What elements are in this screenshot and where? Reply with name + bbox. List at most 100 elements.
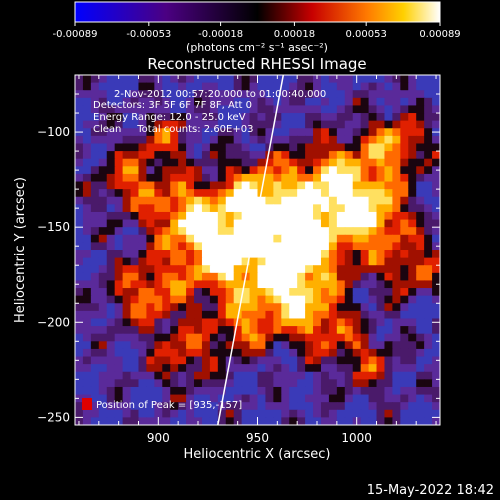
heatmap-cell bbox=[194, 250, 203, 259]
heatmap-cell bbox=[320, 356, 330, 365]
heatmap-cell bbox=[328, 97, 338, 107]
heatmap-cell bbox=[82, 364, 92, 373]
heatmap-cell bbox=[432, 265, 440, 274]
heatmap-cell bbox=[217, 158, 227, 167]
heatmap-cell bbox=[194, 204, 203, 213]
heatmap-cell bbox=[217, 143, 227, 152]
heatmap-cell bbox=[106, 166, 116, 175]
footer-date: 15-May-2022 18:42 bbox=[367, 483, 494, 498]
heatmap-cell bbox=[106, 333, 116, 342]
heatmap-cell bbox=[432, 402, 440, 411]
heatmap-cell bbox=[328, 242, 338, 251]
heatmap-cell bbox=[146, 211, 155, 221]
heatmap-cell bbox=[281, 97, 290, 107]
heatmap-cell bbox=[320, 250, 330, 259]
heatmap-cell bbox=[408, 303, 417, 312]
heatmap-cell bbox=[154, 371, 163, 380]
heatmap-cell bbox=[90, 303, 100, 312]
heatmap-cell bbox=[249, 409, 259, 418]
heatmap-cell bbox=[273, 181, 282, 190]
heatmap-cell bbox=[138, 143, 148, 152]
heatmap-cell bbox=[154, 105, 163, 114]
heatmap-cell bbox=[162, 326, 171, 335]
heatmap-cell bbox=[194, 219, 203, 228]
heatmap-cell bbox=[392, 204, 401, 213]
heatmap-cell bbox=[424, 326, 433, 335]
heatmap-cell bbox=[432, 310, 440, 320]
heatmap-cell bbox=[194, 166, 203, 175]
heatmap-cell bbox=[289, 151, 298, 160]
heatmap-cell bbox=[408, 295, 417, 304]
heatmap-cell bbox=[90, 348, 100, 358]
heatmap-cell bbox=[178, 417, 187, 425]
heatmap-cell bbox=[98, 265, 108, 274]
heatmap-cell bbox=[114, 75, 124, 84]
heatmap-cell bbox=[225, 265, 235, 274]
heatmap-cell bbox=[400, 173, 409, 183]
heatmap-cell bbox=[178, 409, 187, 418]
heatmap-cell bbox=[360, 394, 370, 403]
heatmap-cell bbox=[186, 295, 195, 304]
heatmap-cell bbox=[178, 143, 187, 152]
heatmap-cell bbox=[178, 128, 187, 137]
heatmap-cell bbox=[98, 128, 108, 137]
heatmap-cell bbox=[392, 151, 401, 160]
heatmap-cell bbox=[265, 75, 274, 84]
heatmap-cell bbox=[400, 250, 409, 259]
heatmap-cell bbox=[344, 288, 354, 297]
heatmap-cell bbox=[344, 189, 354, 198]
heatmap-cell bbox=[146, 394, 155, 403]
heatmap-cell bbox=[400, 151, 409, 160]
heatmap-cell bbox=[194, 272, 203, 282]
heatmap-cell bbox=[249, 265, 259, 274]
heatmap-cell bbox=[313, 151, 322, 160]
heatmap-cell bbox=[424, 386, 433, 396]
heatmap-cell bbox=[162, 356, 171, 365]
heatmap-cell bbox=[297, 128, 306, 137]
heatmap-cell bbox=[122, 227, 132, 236]
heatmap-cell bbox=[265, 196, 274, 205]
heatmap-cell bbox=[313, 219, 322, 228]
heatmap-cell bbox=[82, 135, 92, 145]
chart-title: Reconstructed RHESSI Image bbox=[147, 55, 366, 73]
heatmap-cell bbox=[130, 242, 140, 251]
heatmap-cell bbox=[297, 196, 306, 205]
heatmap-cell bbox=[178, 181, 187, 190]
heatmap-cell bbox=[281, 402, 290, 411]
heatmap-cell bbox=[400, 318, 409, 327]
heatmap-cell bbox=[154, 318, 163, 327]
heatmap-cell bbox=[416, 303, 425, 312]
heatmap-cell bbox=[122, 234, 132, 243]
heatmap-cell bbox=[336, 181, 346, 190]
heatmap-cell bbox=[162, 318, 171, 327]
heatmap-cell bbox=[320, 265, 330, 274]
heatmap-cell bbox=[257, 303, 267, 312]
heatmap-cell bbox=[146, 341, 155, 350]
heatmap-cell bbox=[178, 280, 187, 289]
heatmap-cell bbox=[273, 333, 282, 342]
heatmap-cell bbox=[265, 211, 274, 221]
heatmap-cell bbox=[265, 303, 274, 312]
heatmap-cell bbox=[138, 364, 148, 373]
heatmap-cell bbox=[360, 128, 370, 137]
heatmap-cell bbox=[154, 341, 163, 350]
heatmap-cell bbox=[114, 113, 124, 122]
heatmap-cell bbox=[368, 204, 378, 213]
heatmap-cell bbox=[138, 135, 148, 145]
heatmap-cell bbox=[384, 105, 393, 114]
heatmap-cell bbox=[328, 364, 338, 373]
heatmap-cell bbox=[162, 348, 171, 358]
heatmap-cell bbox=[305, 265, 314, 274]
heatmap-cell bbox=[209, 348, 219, 358]
heatmap-cell bbox=[265, 356, 274, 365]
heatmap-cell bbox=[392, 386, 401, 396]
heatmap-cell bbox=[257, 143, 267, 152]
heatmap-cell bbox=[384, 326, 393, 335]
heatmap-cell bbox=[201, 234, 211, 243]
heatmap-cell bbox=[90, 227, 100, 236]
heatmap-cell bbox=[194, 310, 203, 320]
colorbar-ticks: -0.00089 -0.00053 -0.00018 0.00018 0.00053 0.… bbox=[53, 22, 461, 40]
heatmap-cell bbox=[90, 242, 100, 251]
heatmap-cell bbox=[313, 128, 322, 137]
heatmap-cell bbox=[122, 333, 132, 342]
